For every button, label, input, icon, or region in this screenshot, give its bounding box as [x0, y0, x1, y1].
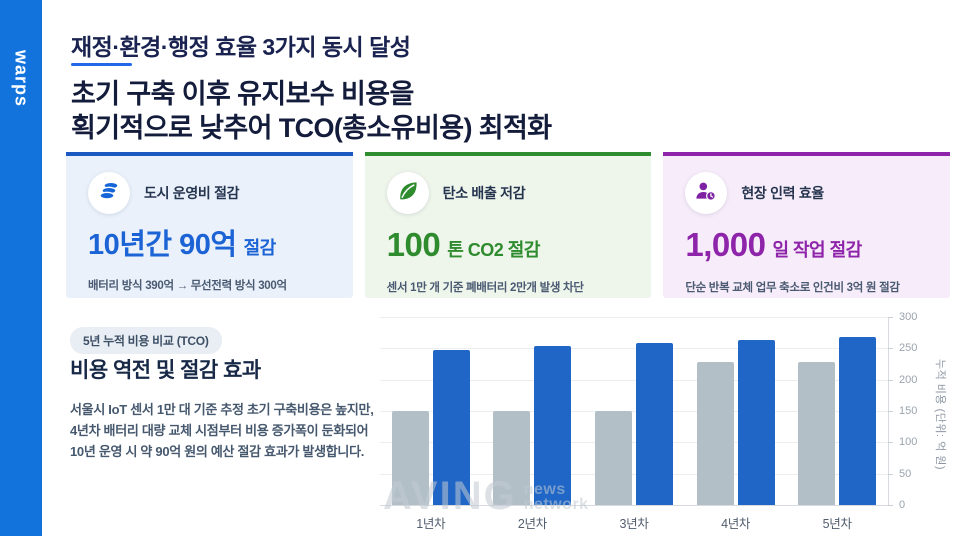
icon-circle [386, 172, 429, 214]
gridline [380, 505, 888, 506]
tco-body-line: 서울시 IoT 센서 1만 대 기준 추정 초기 구축비용은 높지만, [70, 402, 374, 417]
x-axis-label: 5년차 [822, 517, 852, 531]
bar-blue-series-5년차 [839, 337, 877, 505]
tco-body-text: 서울시 IoT 센서 1만 대 기준 추정 초기 구축비용은 높지만, 4년차 … [70, 399, 374, 462]
card-value-number: 10년간 90억 [88, 229, 237, 261]
bar-blue-series-2년차 [534, 346, 572, 505]
card-title: 도시 운영비 절감 [144, 185, 240, 201]
axis-tick [888, 442, 893, 444]
icon-circle [88, 172, 130, 214]
title-line-2: 획기적으로 낮추어 TCO(총소유비용) 최적화 [71, 113, 552, 143]
slide-title: 초기 구축 이후 유지보수 비용을 획기적으로 낮추어 TCO(총소유비용) 최… [71, 77, 552, 145]
card-value: 100 톤 CO2 절감 [387, 227, 630, 270]
card-accent-bar [66, 152, 353, 156]
icon-circle [685, 172, 728, 214]
card-accent-bar [364, 152, 652, 156]
y-axis-label: 0 [899, 499, 906, 511]
card-city-operating-cost: 도시 운영비 절감 10년간 90억 절감 배터리 방식 390억 → 무선전력 … [66, 152, 353, 298]
y-axis-label: 200 [899, 373, 918, 386]
x-axis-label: 3년차 [619, 517, 649, 531]
chart-y-axis: 0 50 100 150 200 250 300 [899, 311, 933, 511]
card-accent-bar [663, 152, 951, 156]
gridline [380, 348, 888, 350]
card-value-suffix: 톤 CO2 절감 [447, 240, 540, 260]
axis-tick [888, 505, 893, 506]
axis-tick [888, 411, 893, 412]
axis-tick [888, 348, 893, 350]
gridline [380, 379, 888, 381]
card-value: 1,000 일 작업 절감 [685, 227, 928, 270]
gridline [380, 442, 888, 444]
y-axis-label: 100 [899, 436, 918, 449]
card-value-suffix: 절감 [243, 238, 277, 258]
axis-tick [888, 473, 893, 475]
card-description: 배터리 방식 390억 → 무선전력 방식 300억 [88, 280, 287, 292]
bar-gray-series-1년차 [391, 411, 429, 505]
person-clock-icon [694, 179, 718, 208]
y-axis-label: 250 [899, 342, 918, 355]
chart-plot [380, 317, 893, 506]
stat-cards: 도시 운영비 절감 10년간 90억 절감 배터리 방식 390억 → 무선전력 … [66, 152, 951, 298]
card-value-number: 1,000 [685, 226, 766, 263]
tco-badge: 5년 누적 비용 비교 (TCO) [70, 327, 222, 354]
brand-logo: warps [11, 50, 32, 108]
x-axis-label: 1년차 [416, 517, 446, 531]
tco-body-line: 10년 운영 시 약 90억 원의 예산 절감 효과가 발생합니다. [70, 444, 365, 459]
y-axis-label: 150 [899, 405, 918, 417]
tco-chart: 0 50 100 150 200 250 300 1년차 2년차 3년차 4년차 5년차 누적 비용… [380, 311, 955, 532]
x-axis-label: 2년차 [517, 517, 547, 531]
axis-tick [888, 317, 893, 318]
chart-x-axis: 1년차 2년차 3년차 4년차 5년차 [380, 505, 888, 531]
x-axis-label: 4년차 [721, 517, 751, 531]
bar-blue-series-4년차 [737, 340, 775, 505]
card-value-number: 100 [386, 226, 441, 263]
title-line-1: 초기 구축 이후 유지보수 비용을 [71, 79, 414, 109]
card-title: 탄소 배출 저감 [442, 185, 526, 201]
tco-heading: 비용 역전 및 절감 효과 [70, 359, 261, 382]
gridline [380, 411, 888, 412]
bar-gray-series-5년차 [798, 362, 836, 505]
card-value-suffix: 일 작업 절감 [772, 240, 862, 260]
bar-gray-series-3년차 [595, 411, 632, 505]
bar-gray-series-4년차 [696, 362, 734, 505]
gridline [380, 473, 888, 475]
bar-blue-series-3년차 [636, 343, 673, 505]
bar-gray-series-2년차 [493, 411, 531, 505]
card-description: 센서 1만 개 기준 폐배터리 2만개 발생 차단 [386, 282, 584, 294]
y-axis-label: 300 [899, 311, 918, 323]
tco-body-line: 4년차 배터리 대량 교체 시점부터 비용 증가폭이 둔화되어 [70, 423, 369, 438]
card-field-labor-efficiency: 현장 인력 효율 1,000 일 작업 절감 단순 반복 교체 업무 축소로 인건… [663, 152, 951, 298]
brand-sidebar: warps [0, 0, 42, 536]
card-description: 단순 반복 교체 업무 축소로 인건비 3억 원 절감 [685, 282, 900, 294]
card-value: 10년간 90억 절감 [88, 227, 331, 268]
coins-icon [97, 179, 121, 208]
y-axis-label: 50 [899, 467, 912, 480]
chart-y-axis-title: 누적 비용 (단위: 억 원) [934, 359, 946, 471]
kicker-underline [71, 63, 132, 66]
axis-tick [888, 379, 893, 381]
gridline [380, 317, 888, 318]
card-title: 현장 인력 효율 [741, 185, 825, 201]
bar-blue-series-1년차 [432, 349, 470, 505]
leaf-icon [396, 179, 420, 208]
card-carbon-reduction: 탄소 배출 저감 100 톤 CO2 절감 센서 1만 개 기준 폐배터리 2만개… [364, 152, 652, 298]
slide-kicker: 재정·환경·행정 효율 3가지 동시 달성 [71, 34, 411, 60]
